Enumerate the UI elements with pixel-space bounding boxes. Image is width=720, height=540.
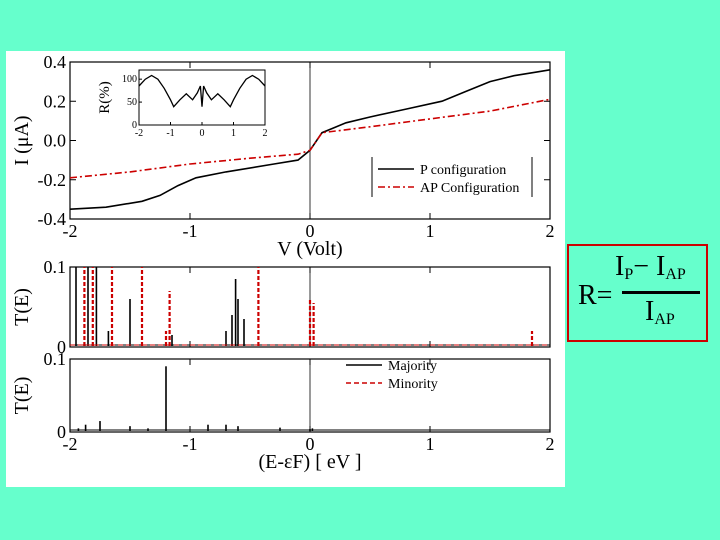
fraction-bar [622,291,700,294]
formula-num-i2: I [656,251,666,282]
y-tick-label: -0.2 [38,170,67,190]
figure-panel: -2 -1 0 1 2 -0.4 -0.2 0.0 0.2 0.4 V (Volt) I (μA) 0 0… [6,51,565,487]
series-line-p-configuration [69,69,551,210]
y-tick-label: 0.2 [44,91,67,111]
x-tick-label: -1 [183,221,198,241]
inset-x-tick-label: -2 [135,128,143,139]
y-axis-label: T(E) [11,288,33,326]
y-tick-label: -0.4 [38,209,67,229]
x-tick-label: 1 [426,221,435,241]
inset-y-axis-label: R(%) [97,81,113,114]
x-axis-label: V (Volt) [277,238,342,260]
x-axis-label: (E-εF) [ eV ] [259,451,362,473]
inset-y-tick-label: 0 [132,120,137,131]
formula-numerator: IP− IAP [615,251,686,284]
formula-num-sub2: AP [665,266,686,283]
y-tick-label: 0.4 [44,52,67,72]
plot-canvas: -2 -1 0 1 2-0.4-0.20.00.20.4V (Volt)I (μA)00… [11,52,555,473]
formula-denominator: IAP [645,296,675,329]
x-tick-label: 2 [546,434,555,454]
y-axis-label: I (μA) [11,115,33,165]
inset-x-tick-label: 1 [231,128,236,139]
series-line-ap-configuration [69,98,551,179]
inset-x-tick-label: 0 [200,128,205,139]
inset-r-curve [138,74,266,108]
inset-y-tick-label: 50 [127,97,137,108]
inset-frame [138,69,266,126]
formula-lhs: R= [578,280,613,311]
legend-label: Majority [388,359,437,374]
x-tick-label: 0 [306,221,315,241]
legend-label: Minority [388,377,438,392]
x-tick-label: -2 [63,221,78,241]
y-tick-label: 0 [57,422,66,442]
formula-den-sub: AP [654,311,675,328]
x-tick-label: 2 [546,221,555,241]
inset-y-tick-label: 100 [122,74,137,85]
y-tick-label: 0.1 [44,257,67,277]
x-tick-label: 0 [306,434,315,454]
legend-label: P configuration [420,163,506,178]
legend-label: AP Configuration [420,181,519,196]
y-tick-label: 0 [57,337,66,357]
y-tick-label: 0.1 [44,349,67,369]
y-axis-label: T(E) [11,377,33,415]
y-tick-label: 0.0 [44,131,67,151]
x-tick-label: -1 [183,434,198,454]
formula-den-i: I [645,296,655,327]
x-tick-label: 1 [426,434,435,454]
inset-chart: -2 -1 0 1 2 0 50 100 R(%) [97,69,268,139]
inset-x-tick-label: 2 [263,128,268,139]
formula-num-sub1: P [624,266,634,283]
x-tick-label: -2 [63,434,78,454]
resistance-formula-box: R= IP− IAP IAP [567,244,708,342]
inset-x-tick-label: -1 [166,128,174,139]
formula-num-i1: I [615,251,625,282]
legend-box-iv [372,157,532,197]
formula-minus: − [633,251,650,282]
